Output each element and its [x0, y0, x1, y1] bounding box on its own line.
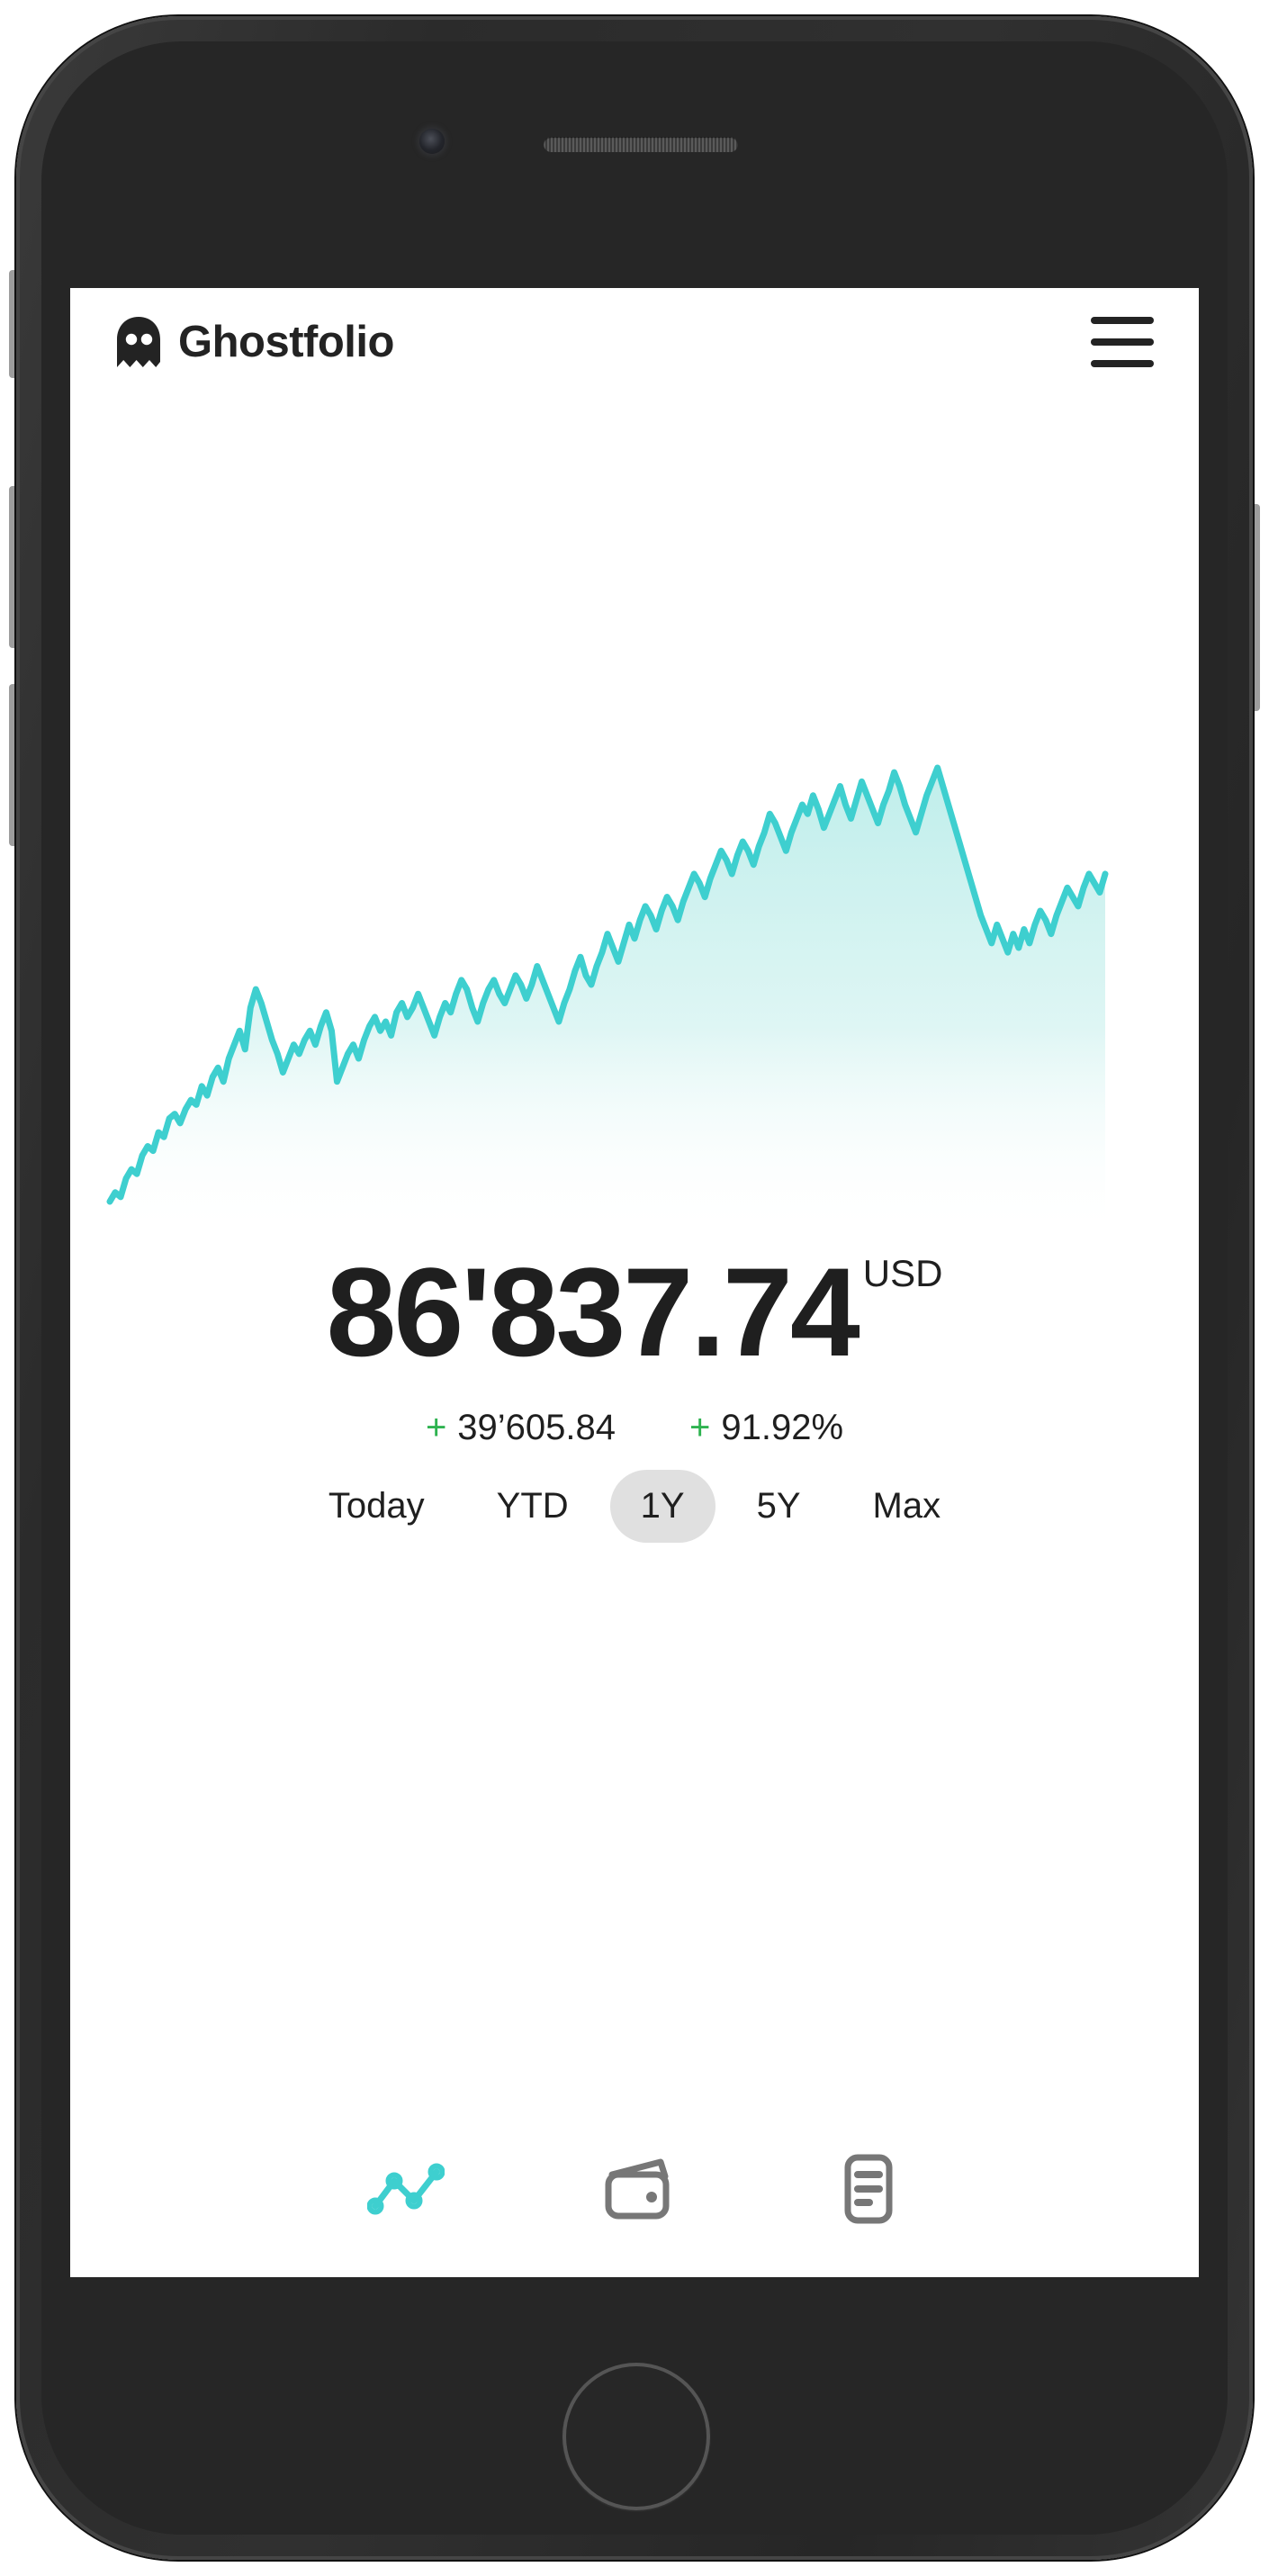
earpiece-speaker-icon [544, 137, 738, 152]
percent-change-amount: 91.92% [721, 1408, 844, 1447]
range-tab-5y[interactable]: 5Y [726, 1470, 832, 1543]
range-tab-today[interactable]: Today [298, 1470, 455, 1543]
camera-lens-icon [419, 129, 445, 154]
brand-title: Ghostfolio [178, 317, 394, 366]
wallet-icon [605, 2158, 670, 2220]
phone-screen: Ghostfolio [70, 288, 1199, 2277]
absolute-change-sign: + [425, 1408, 447, 1447]
line-chart-icon [367, 2163, 445, 2215]
menu-bar-1 [1091, 317, 1154, 324]
absolute-change: + 39’605.84 [426, 1408, 616, 1448]
currency-label: USD [862, 1252, 943, 1294]
ghost-icon [117, 317, 160, 367]
range-tab-ytd[interactable]: YTD [466, 1470, 599, 1543]
menu-bar-2 [1091, 338, 1154, 346]
app-header: Ghostfolio [70, 288, 1199, 396]
range-tab-max[interactable]: Max [842, 1470, 972, 1543]
chart-line [106, 764, 1109, 1205]
portfolio-performance-chart[interactable] [70, 752, 1199, 1238]
portfolio-value: 86'837.74 [326, 1241, 860, 1383]
document-list-icon [844, 2154, 893, 2224]
nav-item-accounts[interactable] [601, 2157, 679, 2221]
nav-item-activities[interactable] [835, 2153, 902, 2225]
hamburger-menu-icon[interactable] [1091, 317, 1154, 367]
portfolio-value-row: 86'837.74 USD [327, 1249, 943, 1375]
date-range-tabs: Today YTD 1Y 5Y Max [70, 1470, 1199, 1543]
bottom-navigation [70, 2101, 1199, 2277]
range-tab-1y[interactable]: 1Y [609, 1470, 716, 1543]
nav-item-overview[interactable] [367, 2161, 445, 2217]
chart-area-fill [110, 768, 1105, 1238]
menu-bar-3 [1091, 360, 1154, 367]
percent-change: + 91.92% [689, 1408, 843, 1448]
portfolio-change-row: + 39’605.84 + 91.92% [70, 1408, 1199, 1448]
brand-logo[interactable]: Ghostfolio [115, 317, 394, 367]
portfolio-chart-container[interactable] [70, 752, 1199, 1238]
home-button[interactable] [562, 2363, 710, 2510]
absolute-change-amount: 39’605.84 [457, 1408, 616, 1447]
portfolio-summary: 86'837.74 USD + 39’605.84 + 91.92% [70, 1249, 1199, 1448]
percent-change-sign: + [689, 1408, 711, 1447]
